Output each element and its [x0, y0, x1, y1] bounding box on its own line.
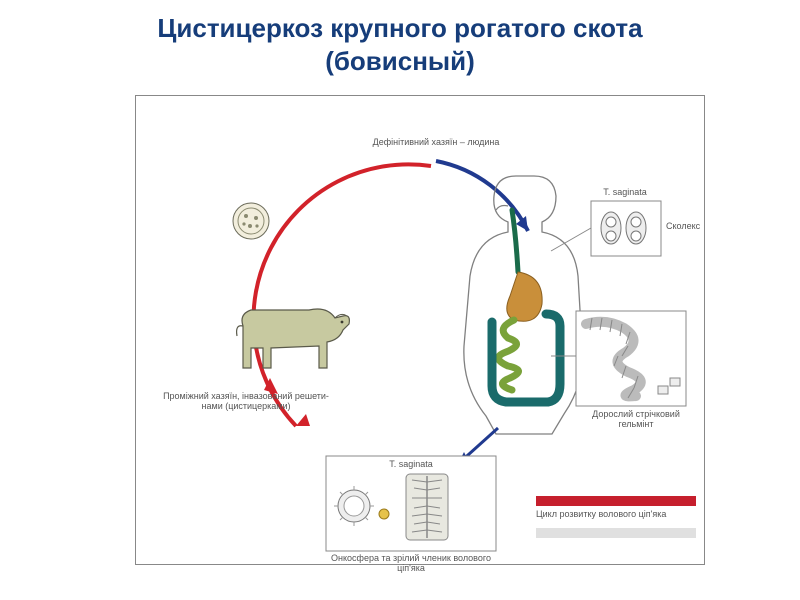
adult-worm-inset [576, 311, 686, 406]
lifecycle-diagram: Дефінітивний хазяїн – людина T. saginata… [135, 95, 705, 565]
title-line1: Цистицеркоз крупного рогатого скота [157, 13, 642, 43]
page-title: Цистицеркоз крупного рогатого скота (бов… [0, 0, 800, 77]
connector-scolex [551, 228, 591, 251]
red-arc [253, 164, 431, 426]
label-intermediate-host-l2: нами (цистицерками) [202, 401, 291, 411]
label-species: T. saginata [589, 188, 661, 198]
scolex-inset [591, 201, 661, 256]
title-line2: (бовисный) [325, 46, 475, 76]
label-inset-caption-l2: ціп'яка [397, 563, 425, 573]
label-intermediate-host: Проміжний хазяїн, інвазований решети- на… [146, 392, 346, 412]
oncosphere-inset [326, 456, 496, 551]
red-bar [536, 496, 696, 506]
label-inset-species: T. saginata [326, 460, 496, 470]
human-icon [464, 176, 583, 434]
cyst-icon [233, 203, 269, 239]
cow-icon [237, 309, 350, 368]
label-inset-caption-l1: Онкосфера та зрілий членик волового [331, 553, 491, 563]
label-definitive-host: Дефінітивний хазяїн – людина [346, 138, 526, 148]
label-adult-worm: Дорослий стрічковий гельмінт [576, 410, 696, 430]
label-inset-caption: Онкосфера та зрілий членик волового ціп'… [316, 554, 506, 574]
red-arc-arrow [296, 414, 310, 426]
label-scolex: Сколекс [666, 222, 716, 232]
label-intermediate-host-l1: Проміжний хазяїн, інвазований решети- [163, 391, 329, 401]
grey-bar [536, 528, 696, 538]
label-cycle-caption: Цикл розвитку волового ціп'яка [536, 510, 706, 520]
